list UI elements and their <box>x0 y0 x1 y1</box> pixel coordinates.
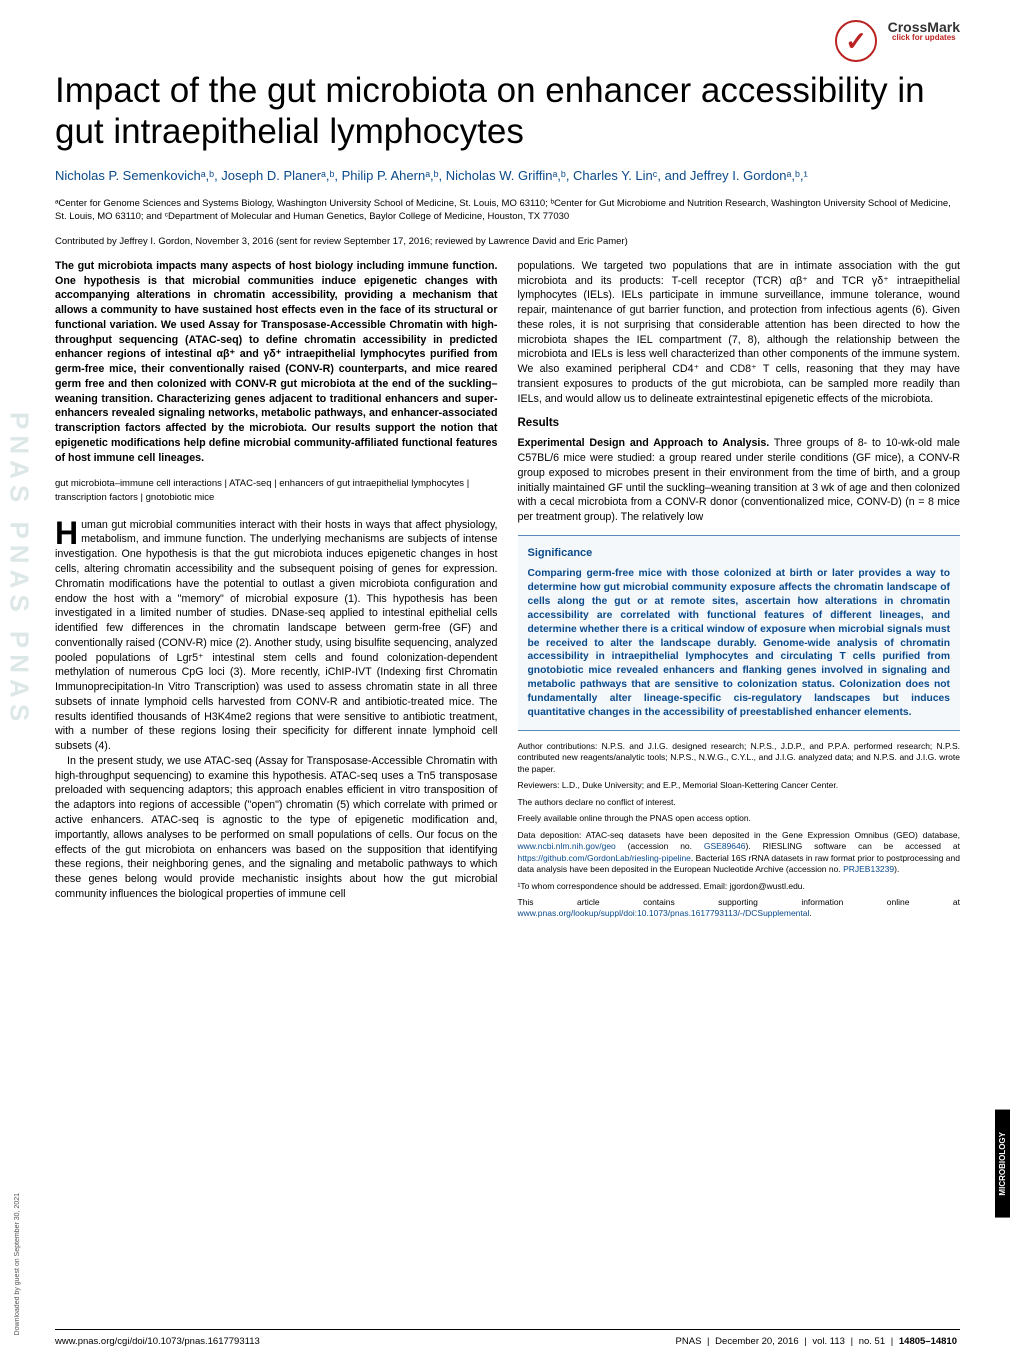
footer-doi: www.pnas.org/cgi/doi/10.1073/pnas.161779… <box>55 1336 260 1347</box>
ena-link[interactable]: PRJEB13239 <box>843 864 894 874</box>
footnote-supplemental: This article contains supporting informa… <box>518 897 961 920</box>
body-p4: Three groups of 8- to 10-wk-old male C57… <box>518 437 961 523</box>
geo-link[interactable]: www.ncbi.nlm.nih.gov/geo <box>518 841 616 851</box>
footnotes: Author contributions: N.P.S. and J.I.G. … <box>518 741 961 920</box>
results-body: Experimental Design and Approach to Anal… <box>518 436 961 525</box>
dropcap: H <box>55 518 81 547</box>
body-text-left: Human gut microbial communities interact… <box>55 518 498 902</box>
crossmark-badge[interactable]: ✓ CrossMark click for updates <box>835 20 960 62</box>
contributed-line: Contributed by Jeffrey I. Gordon, Novemb… <box>55 236 960 247</box>
two-column-layout: The gut microbiota impacts many aspects … <box>55 259 960 925</box>
results-subhead: Experimental Design and Approach to Anal… <box>518 437 770 449</box>
footer-citation: PNAS | December 20, 2016 | vol. 113 | no… <box>673 1336 960 1347</box>
download-note: Downloaded by guest on September 30, 202… <box>14 1193 21 1335</box>
results-heading: Results <box>518 416 961 432</box>
footnote-coi: The authors declare no conflict of inter… <box>518 797 961 808</box>
body-text-right: populations. We targeted two populations… <box>518 259 961 407</box>
article-content: Impact of the gut microbiota on enhancer… <box>55 70 960 925</box>
significance-text: Comparing germ-free mice with those colo… <box>528 567 951 720</box>
pnas-sidebar-logo: PNAS PNAS PNAS <box>0 120 38 1020</box>
body-p2: In the present study, we use ATAC-seq (A… <box>55 754 498 902</box>
abstract: The gut microbiota impacts many aspects … <box>55 259 498 466</box>
footnote-correspondence: ¹To whom correspondence should be addres… <box>518 881 961 892</box>
significance-title: Significance <box>528 546 951 561</box>
footnote-reviewers: Reviewers: L.D., Duke University; and E.… <box>518 780 961 791</box>
crossmark-label: CrossMark click for updates <box>888 20 960 42</box>
body-p3: populations. We targeted two populations… <box>518 259 961 407</box>
left-column: The gut microbiota impacts many aspects … <box>55 259 498 925</box>
keywords: gut microbiota–immune cell interactions … <box>55 477 498 503</box>
body-p1: uman gut microbial communities interact … <box>55 519 498 752</box>
footnote-contributions: Author contributions: N.P.S. and J.I.G. … <box>518 741 961 775</box>
article-title: Impact of the gut microbiota on enhancer… <box>55 70 960 153</box>
supplemental-link[interactable]: www.pnas.org/lookup/suppl/doi:10.1073/pn… <box>518 908 810 918</box>
accession-link[interactable]: GSE89646 <box>704 841 746 851</box>
section-label: MICROBIOLOGY <box>995 1110 1010 1218</box>
author-list: Nicholas P. Semenkovichᵃ,ᵇ, Joseph D. Pl… <box>55 167 960 185</box>
footnote-openaccess: Freely available online through the PNAS… <box>518 813 961 824</box>
affiliations: ᵃCenter for Genome Sciences and Systems … <box>55 198 960 224</box>
github-link[interactable]: https://github.com/GordonLab/riesling-pi… <box>518 853 691 863</box>
crossmark-icon: ✓ <box>835 20 877 62</box>
right-column: populations. We targeted two populations… <box>518 259 961 925</box>
significance-box: Significance Comparing germ-free mice wi… <box>518 535 961 731</box>
page-footer: www.pnas.org/cgi/doi/10.1073/pnas.161779… <box>55 1329 960 1347</box>
footnote-data: Data deposition: ATAC-seq datasets have … <box>518 830 961 876</box>
